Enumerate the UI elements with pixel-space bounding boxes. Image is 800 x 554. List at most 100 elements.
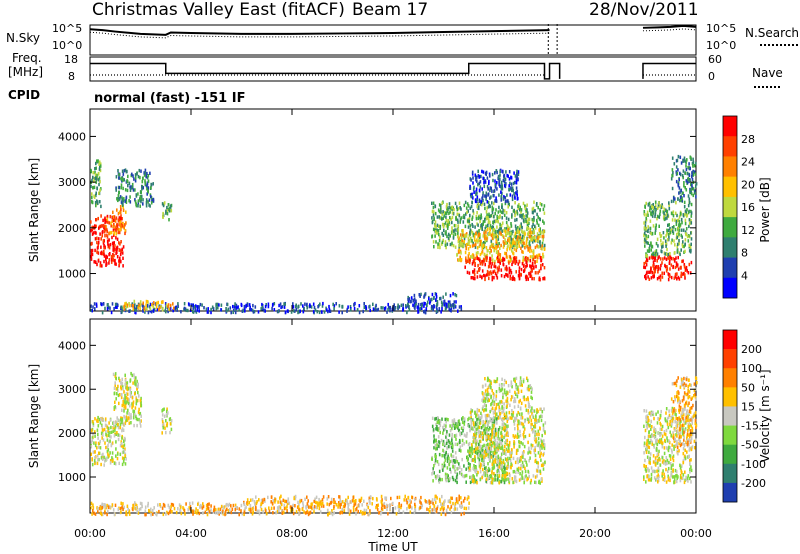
- freq-tick-top: 18: [64, 53, 78, 66]
- nsearch-label: N.Search: [745, 26, 800, 40]
- top-strip-layer: [89, 24, 697, 80]
- velocity-cbar-tick-3: 15: [741, 400, 755, 413]
- power-legend-label: Power [dB]: [758, 177, 772, 242]
- velocity-cbar-segment-4: [723, 406, 737, 426]
- date-label: 28/Nov/2011: [589, 0, 699, 20]
- velocity-panel-frame: [89, 318, 697, 514]
- velocity-cbar-tick-0: 200: [741, 343, 762, 356]
- xtick-label-5: 20:00: [579, 527, 611, 540]
- power-blob-1: [105, 205, 127, 236]
- nsky-label: N.Sky: [6, 31, 41, 45]
- power-blob-13: [643, 200, 693, 259]
- velocity-cbar-tick-4: -15: [741, 420, 759, 433]
- velocity-blob-7: [481, 376, 533, 410]
- nave-label: Nave: [752, 66, 783, 80]
- velocity-cbar-tick-7: -200: [741, 477, 766, 490]
- axes-layer: 4000 3000 2000 1000 4000 3000 2000 1000 00:00 04:…: [58, 109, 712, 540]
- velocity-cbar-tick-6: -100: [741, 458, 766, 471]
- xtick-label-3: 12:00: [377, 527, 409, 540]
- velocity-ytick-label-1: 3000: [58, 383, 86, 396]
- velocity-cbar-frame: [722, 329, 738, 503]
- velocity-cbar-tick-5: -50: [741, 439, 759, 452]
- x-axis-label: Time UT: [367, 540, 418, 554]
- power-cbar-tick-6: 4: [741, 269, 748, 282]
- freq-label: Freq.: [12, 51, 42, 65]
- power-cbar-tick-3: 16: [741, 201, 755, 214]
- power-blob-2: [90, 159, 102, 209]
- velocity-cbar-segment-3: [723, 387, 737, 407]
- nsky-panel-frame: [89, 24, 697, 56]
- station-title: Christmas Valley East (fitACF): [92, 0, 345, 20]
- velocity-legend-label: Velocity [m s⁻¹]: [758, 369, 772, 462]
- power-blob-11: [464, 255, 546, 282]
- power-cbar-tick-0: 28: [741, 133, 755, 146]
- velocity-cbar-tick-2: 50: [741, 381, 755, 394]
- power-ytick-label-2: 2000: [58, 222, 86, 235]
- velocity-cbar-segment-8: [723, 482, 737, 503]
- velocity-ytick-label-0: 4000: [58, 339, 86, 352]
- nsearch-line-1: [642, 28, 697, 32]
- velocity-cbar-segment-5: [723, 425, 737, 445]
- nave-legend-line: [754, 86, 780, 88]
- velocity-blob-9: [670, 376, 698, 450]
- nsky-tick-top: 10^5: [52, 22, 83, 35]
- heatmap-layer: [90, 154, 698, 517]
- cpid-text: normal (fast) -151 IF: [94, 91, 246, 106]
- power-blob-9: [431, 200, 546, 250]
- power-cbar-tick-2: 20: [741, 178, 755, 191]
- velocity-cbar-tick-1: 100: [741, 362, 762, 375]
- cpid-label: CPID: [8, 88, 41, 102]
- nsky-tick-bottom: 10^0: [52, 39, 83, 52]
- nave-tick-top: 60: [708, 53, 722, 66]
- nsearch-tick-bottom: 10^0: [706, 39, 737, 52]
- power-cbar-segment-3: [723, 176, 737, 198]
- velocity-blob-6: [468, 406, 547, 485]
- power-blob-4: [161, 201, 173, 222]
- power-blob-14: [643, 255, 693, 282]
- power-blob-6: [122, 299, 175, 312]
- velocity-blob-2: [161, 407, 173, 435]
- velocity-blob-3: [90, 501, 244, 517]
- freq-panel-frame: [89, 56, 697, 82]
- colour-bars: 28 24 20 16 12 8 4 200 100 50 15 -15 -50 -100 -200: [722, 115, 766, 503]
- power-cbar-segment-2: [723, 156, 737, 177]
- power-cbar-segment-7: [723, 257, 737, 279]
- nsearch-line-0: [89, 31, 550, 39]
- power-blob-3: [115, 168, 155, 208]
- velocity-ytick-label-3: 1000: [58, 471, 86, 484]
- power-cbar-tick-4: 12: [741, 224, 755, 237]
- power-cbar-segment-4: [723, 196, 737, 218]
- velocity-blob-1: [112, 371, 143, 428]
- velocity-blob-0: [90, 415, 127, 467]
- power-cbar-segment-0: [723, 116, 737, 137]
- power-cbar-frame: [722, 115, 738, 299]
- velocity-blob-4: [243, 494, 470, 517]
- power-cbar-tick-5: 8: [741, 247, 748, 260]
- power-cbar-segment-8: [723, 277, 737, 299]
- power-y-axis-label: Slant Range [km]: [27, 158, 41, 262]
- beam-label: Beam 17: [352, 0, 429, 20]
- xtick-label-6: 00:00: [680, 527, 712, 540]
- nsky-line-1: [642, 24, 697, 29]
- xtick-label-0: 00:00: [74, 527, 106, 540]
- power-blob-15: [670, 154, 698, 204]
- velocity-cbar-segment-2: [723, 368, 737, 388]
- power-ytick-label-1: 3000: [58, 176, 86, 189]
- power-panel-frame: [89, 108, 697, 312]
- power-cbar-segment-1: [723, 136, 737, 157]
- freq-line-0: [90, 62, 561, 80]
- freq-line-1: [642, 62, 696, 79]
- power-cbar-segment-5: [723, 217, 737, 238]
- power-cbar-tick-1: 24: [741, 156, 755, 169]
- nave-tick-bottom: 0: [708, 70, 715, 83]
- velocity-cells: [90, 371, 698, 517]
- velocity-ytick-label-2: 2000: [58, 427, 86, 440]
- xtick-label-2: 08:00: [276, 527, 308, 540]
- power-blob-12: [469, 168, 520, 204]
- power-blob-8: [407, 292, 458, 309]
- xtick-label-1: 04:00: [175, 527, 207, 540]
- freq-tick-bottom: 8: [68, 70, 75, 83]
- xtick-label-4: 16:00: [478, 527, 510, 540]
- power-cbar-segment-6: [723, 237, 737, 258]
